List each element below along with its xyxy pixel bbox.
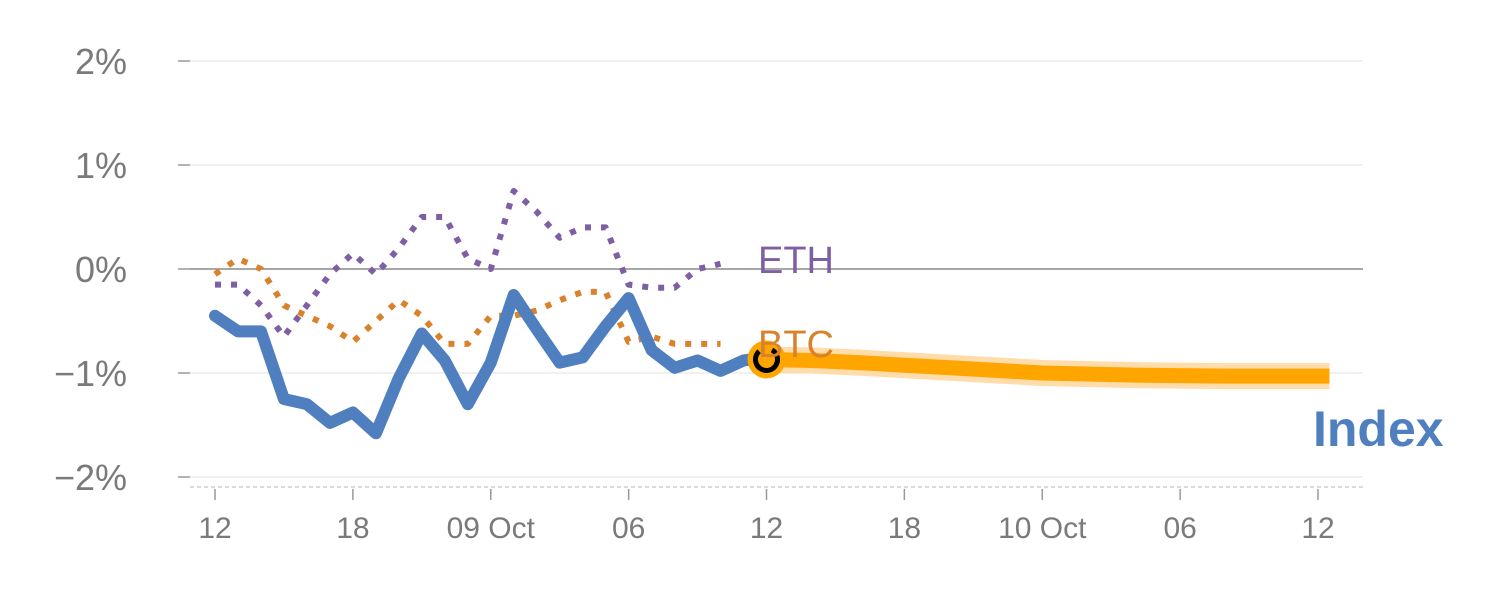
x-tick-label: 06 <box>612 512 645 545</box>
x-tick-label: 12 <box>198 512 231 545</box>
series-label-btc: BTC <box>758 324 834 366</box>
x-tick-label: 18 <box>888 512 921 545</box>
series-label-eth: ETH <box>758 240 834 282</box>
x-tick-label: 06 <box>1163 512 1196 545</box>
y-tick-label: −1% <box>54 353 127 394</box>
axes: 2% 1% 0% −1% −2% 12 18 09 Oct 06 12 18 10 Oct 06 12 <box>54 41 1363 545</box>
series-label-index: Index <box>1313 401 1444 457</box>
series-eth-line <box>215 188 722 340</box>
series-labels: ETH BTC Index <box>758 240 1444 457</box>
x-tick-label: 12 <box>750 512 783 545</box>
y-tick-label: 0% <box>75 249 127 290</box>
series-btc-line <box>213 255 721 347</box>
x-tick-label: 10 Oct <box>998 512 1087 545</box>
x-tick-label: 09 Oct <box>447 512 536 545</box>
marker-ring <box>753 345 780 373</box>
x-tick-label: 12 <box>1301 512 1334 545</box>
y-tick-label: 2% <box>75 41 127 82</box>
x-tick-label: 18 <box>336 512 369 545</box>
y-tick-label: 1% <box>75 145 127 186</box>
series-index-line <box>209 289 773 440</box>
series-forecast-line <box>766 352 1330 384</box>
series-lines <box>209 188 1330 440</box>
y-tick-label: −2% <box>54 457 127 498</box>
current-marker <box>747 340 786 379</box>
